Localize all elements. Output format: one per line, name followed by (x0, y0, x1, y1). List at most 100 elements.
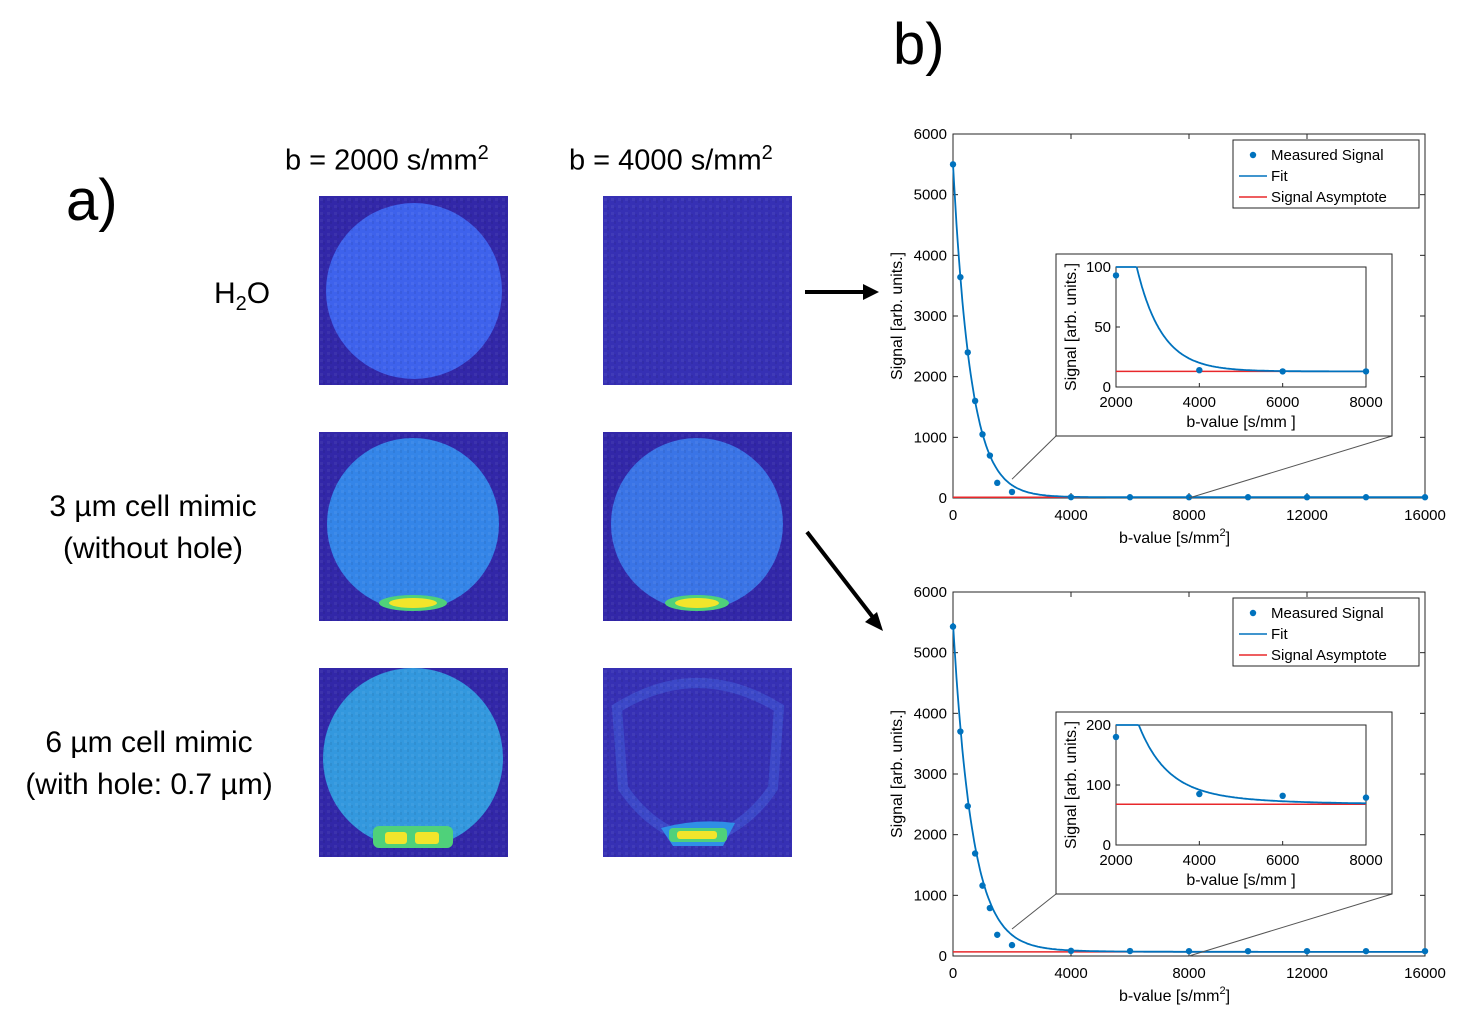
x-tick-label: 4000 (1054, 507, 1087, 524)
inset-x-tick-label: 6000 (1266, 852, 1299, 869)
inset-measured-point (1196, 790, 1203, 798)
measured-point (994, 931, 1001, 938)
y-tick-label: 4000 (914, 247, 947, 264)
x-axis-label: b-value [s/mm2] (1119, 985, 1230, 1005)
measured-point (971, 850, 979, 857)
y-tick-label: 1000 (914, 429, 947, 446)
x-tick-label: 16000 (1404, 965, 1446, 982)
hotspot-core (389, 598, 437, 608)
measured-point (1008, 488, 1016, 496)
zoom-connector (1188, 893, 1393, 957)
measured-point (1126, 494, 1134, 501)
y-tick-label: 0 (939, 490, 947, 507)
inset-x-tick-label: 2000 (1099, 852, 1132, 869)
x-tick-label: 16000 (1404, 507, 1446, 524)
row-label-sub: 2 (235, 293, 247, 315)
panel-b-label: b) (893, 12, 945, 77)
row-label-line1: 6 µm cell mimic (45, 726, 253, 759)
column-header-b2000: b = 2000 s/mm2 (285, 142, 489, 178)
legend-entry: Measured Signal (1271, 605, 1384, 622)
inset-measured-point (1362, 794, 1370, 801)
x-axis-label-sup: 2 (1219, 985, 1225, 997)
measured-point (1067, 947, 1075, 955)
inset-x-tick-label: 2000 (1099, 394, 1132, 411)
arrow-head (865, 612, 883, 631)
inset-x-tick-label: 4000 (1183, 394, 1216, 411)
x-axis-label-tail: ] (1226, 530, 1230, 547)
x-axis-label: b-value [s/mm2] (1119, 527, 1230, 547)
inset-y-tick-label: 0 (1103, 837, 1111, 854)
x-tick-label: 12000 (1286, 965, 1328, 982)
inset-x-axis-label: b-value [s/mm ] (1186, 872, 1295, 889)
legend-marker-measured (1249, 151, 1257, 159)
measured-point (1303, 494, 1311, 501)
inset-y-tick-label: 200 (1086, 717, 1111, 734)
inset-measured-point (1279, 368, 1286, 375)
arrows (805, 284, 883, 631)
measured-point (986, 452, 994, 459)
measured-point (1421, 494, 1429, 501)
legend-entry: Fit (1271, 168, 1288, 185)
inset-y-tick-label: 0 (1103, 379, 1111, 396)
legend-marker-measured (1249, 609, 1257, 617)
inset-fit-line (1116, 266, 1366, 373)
x-tick-label: 4000 (1054, 965, 1087, 982)
measured-point (1185, 947, 1193, 955)
measured-point (949, 623, 957, 630)
inset-y-axis-label: Signal [arb. units.] (1063, 721, 1080, 849)
column-header-sup: 2 (477, 142, 489, 164)
measured-point (986, 904, 994, 912)
y-tick-label: 5000 (914, 645, 947, 662)
inset-measured-point (1279, 792, 1286, 799)
x-axis-label-sup: 2 (1219, 527, 1225, 539)
inset-x-tick-label: 4000 (1183, 852, 1216, 869)
mri-6um-b2000 (319, 668, 508, 857)
inset-y-tick-label: 100 (1086, 777, 1111, 794)
arrow-to-bottom-chart (805, 530, 877, 622)
inset-x-tick-label: 8000 (1349, 394, 1382, 411)
row-label-tail: O (246, 277, 271, 310)
row-label-line2: (without hole) (62, 532, 244, 565)
zoom-connector (1188, 435, 1393, 499)
inset-measured-point (1112, 272, 1120, 279)
y-tick-label: 4000 (914, 705, 947, 722)
x-tick-label: 8000 (1172, 965, 1205, 982)
y-tick-label: 2000 (914, 827, 947, 844)
column-header-text: b = 2000 s/mm (285, 144, 478, 177)
zoom-connector (1011, 435, 1057, 480)
mri-6um-b4000 (603, 668, 792, 857)
x-tick-label: 8000 (1172, 507, 1205, 524)
measured-point (1008, 941, 1016, 949)
x-axis-label-tail: ] (1226, 988, 1230, 1005)
measured-point (994, 479, 1001, 487)
hotspot-core (385, 832, 407, 844)
measured-point (1303, 947, 1311, 955)
y-tick-label: 1000 (914, 887, 947, 904)
y-axis-label: Signal [arb. units.] (889, 710, 906, 838)
row-label-line1: 3 µm cell mimic (49, 490, 257, 523)
legend-entry: Fit (1271, 626, 1288, 643)
measured-point (979, 882, 986, 889)
measured-point (1421, 947, 1429, 955)
y-tick-label: 5000 (914, 187, 947, 204)
inset-x-axis-label: b-value [s/mm ] (1186, 414, 1295, 431)
x-tick-label: 12000 (1286, 507, 1328, 524)
mri-3um-b4000 (603, 432, 792, 621)
inset-measured-point (1362, 368, 1370, 375)
measured-point (1362, 494, 1370, 501)
measured-point (949, 161, 957, 168)
inset-y-axis-label: Signal [arb. units.] (1063, 263, 1080, 391)
arrow-head (863, 284, 879, 300)
inset-plot-area (1115, 724, 1367, 846)
hotspot-core (415, 832, 439, 844)
legend-entry: Measured Signal (1271, 147, 1384, 164)
measured-point (957, 728, 964, 735)
measured-point (1185, 494, 1193, 501)
mri-water-b4000 (603, 196, 792, 385)
measured-point (979, 431, 986, 438)
x-tick-label: 0 (949, 507, 957, 524)
inset-fit-line (1116, 724, 1366, 805)
inset-x-tick-label: 8000 (1349, 852, 1382, 869)
